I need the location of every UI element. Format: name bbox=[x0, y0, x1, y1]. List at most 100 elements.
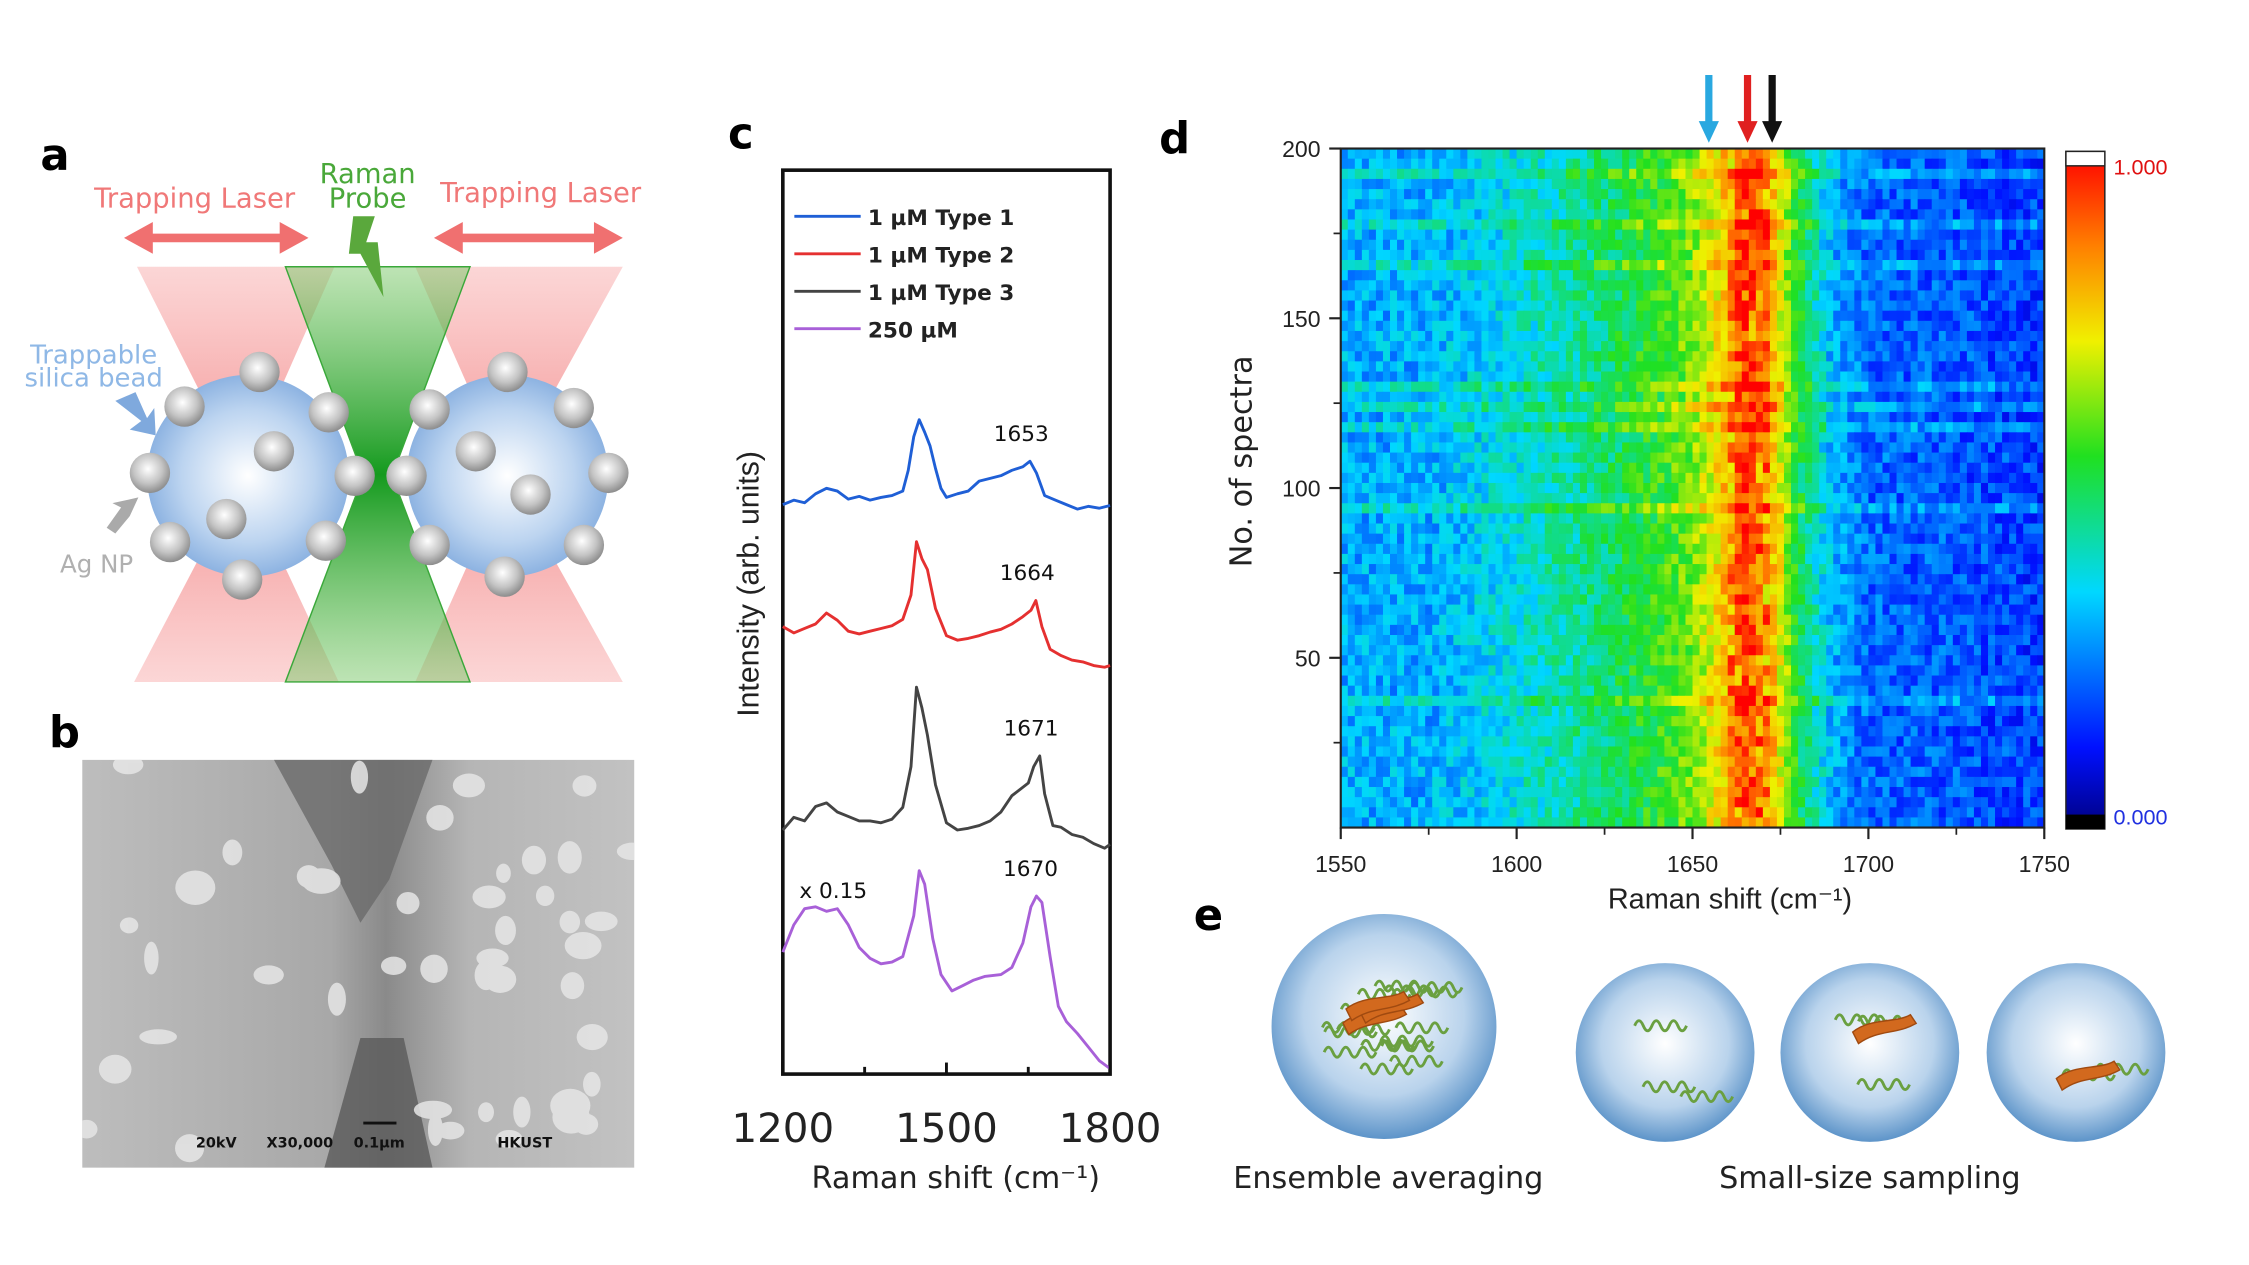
ag-nanoparticle bbox=[455, 431, 496, 472]
heatmap-cell bbox=[1917, 300, 1926, 312]
heatmap-cell bbox=[1995, 452, 2003, 464]
heatmap-cell bbox=[1833, 361, 1841, 373]
heatmap-cell bbox=[1995, 624, 2003, 636]
heatmap-cell bbox=[1840, 594, 1848, 606]
heatmap-cell bbox=[2016, 270, 2024, 281]
heatmap-cell bbox=[1340, 189, 1349, 200]
heatmap-cell bbox=[1601, 381, 1609, 393]
heatmap-cell bbox=[1411, 543, 1419, 555]
heatmap-cell bbox=[1523, 300, 1532, 312]
heatmap-cell bbox=[1699, 634, 1708, 646]
sem-particle bbox=[557, 841, 582, 874]
heatmap-cell bbox=[1847, 391, 1855, 403]
heatmap-cell bbox=[1924, 604, 1933, 616]
heatmap-cell bbox=[1692, 381, 1701, 393]
sem-particle bbox=[296, 865, 321, 889]
heatmap-cell bbox=[1347, 239, 1356, 251]
heatmap-cell bbox=[1826, 290, 1834, 302]
heatmap-cell bbox=[1615, 249, 1623, 261]
heatmap-cell bbox=[1910, 320, 1919, 332]
heatmap-cell bbox=[1572, 543, 1581, 555]
heatmap-cell bbox=[1544, 442, 1553, 454]
heatmap-cell bbox=[1418, 604, 1426, 616]
heatmap-cell bbox=[1594, 209, 1602, 221]
heatmap-cell bbox=[1769, 412, 1778, 423]
heatmap-cell bbox=[1643, 614, 1651, 626]
heatmap-cell bbox=[1678, 199, 1687, 210]
heatmap-cell bbox=[1579, 219, 1588, 231]
heatmap-cell bbox=[1980, 452, 1989, 464]
heatmap-cell bbox=[1425, 229, 1433, 241]
panel-letter-d: d bbox=[1159, 114, 1190, 164]
heatmap-cell bbox=[1650, 371, 1658, 383]
heatmap-cell bbox=[1495, 361, 1504, 373]
heatmap-cell bbox=[1368, 624, 1377, 636]
heatmap-cell bbox=[1657, 371, 1665, 383]
heatmap-cell bbox=[1769, 270, 1778, 281]
heatmap-cell bbox=[1460, 280, 1468, 291]
heatmap-cell bbox=[1397, 361, 1405, 373]
heatmap-cell bbox=[1565, 290, 1574, 302]
heatmap-cell bbox=[1734, 260, 1743, 271]
heatmap-cell bbox=[1741, 604, 1750, 616]
heatmap-cell bbox=[1685, 148, 1694, 160]
heatmap-cell bbox=[1488, 351, 1497, 362]
sem-particle bbox=[427, 1113, 443, 1146]
heatmap-cell bbox=[1481, 604, 1490, 616]
heatmap-cell bbox=[2030, 209, 2038, 221]
heatmap-cell bbox=[1664, 209, 1672, 221]
heatmap-cell bbox=[2037, 564, 2045, 575]
heatmap-cell bbox=[2016, 523, 2024, 535]
heatmap-cell bbox=[1854, 270, 1862, 281]
heatmap-cell bbox=[1622, 199, 1630, 210]
heatmap-cell bbox=[1791, 351, 1799, 362]
heatmap-cell bbox=[1636, 442, 1644, 454]
heatmap-cell bbox=[1622, 523, 1630, 535]
heatmap-cell bbox=[1474, 381, 1483, 393]
heatmap-cell bbox=[2002, 320, 2010, 332]
heatmap-cell bbox=[1340, 320, 1349, 332]
heatmap-cell bbox=[1643, 381, 1651, 393]
heatmap-cell bbox=[1713, 462, 1722, 474]
heatmap-cell bbox=[1488, 564, 1497, 575]
heatmap-cell bbox=[1776, 158, 1785, 170]
heatmap-cell bbox=[1783, 523, 1792, 535]
heatmap-cell bbox=[1980, 574, 1989, 585]
heatmap-cell bbox=[1868, 371, 1877, 383]
heatmap-cell bbox=[1474, 178, 1483, 190]
heatmap-cell bbox=[1889, 543, 1898, 555]
heatmap-cell bbox=[1966, 401, 1975, 413]
heatmap-cell bbox=[1467, 513, 1475, 525]
heatmap-cell bbox=[1629, 614, 1637, 626]
heatmap-cell bbox=[1741, 239, 1750, 251]
heatmap-cell bbox=[1812, 239, 1820, 251]
heatmap-cell bbox=[1868, 462, 1877, 474]
heatmap-cell bbox=[1671, 472, 1680, 484]
heatmap-cell bbox=[1579, 229, 1588, 241]
heatmap-cell bbox=[1882, 503, 1891, 514]
heatmap-cell bbox=[1896, 320, 1905, 332]
heatmap-cell bbox=[1446, 432, 1454, 444]
heatmap-cell bbox=[1347, 412, 1356, 423]
heatmap-cell bbox=[1594, 391, 1602, 403]
heatmap-cell bbox=[1805, 249, 1813, 261]
heatmap-cell bbox=[1706, 381, 1715, 393]
heatmap-cell bbox=[2037, 189, 2045, 200]
heatmap-cell bbox=[1650, 553, 1658, 565]
heatmap-cell bbox=[1502, 432, 1511, 444]
heatmap-cell bbox=[1938, 290, 1947, 302]
heatmap-cell bbox=[1798, 391, 1806, 403]
heatmap-cell bbox=[1404, 371, 1412, 383]
heatmap-cell bbox=[2037, 351, 2045, 362]
heatmap-cell bbox=[1375, 564, 1384, 575]
heatmap-cell bbox=[1382, 472, 1391, 484]
heatmap-cell bbox=[1530, 624, 1539, 636]
heatmap-cell bbox=[1594, 624, 1602, 636]
heatmap-cell bbox=[1791, 330, 1799, 342]
heatmap-cell bbox=[1720, 594, 1729, 606]
heatmap-cell bbox=[1404, 361, 1412, 373]
heatmap-cell bbox=[1840, 553, 1848, 565]
raman-probe-label-line2: Probe bbox=[329, 184, 407, 215]
heatmap-cell bbox=[1952, 341, 1961, 352]
heatmap-cell bbox=[1988, 219, 1996, 231]
